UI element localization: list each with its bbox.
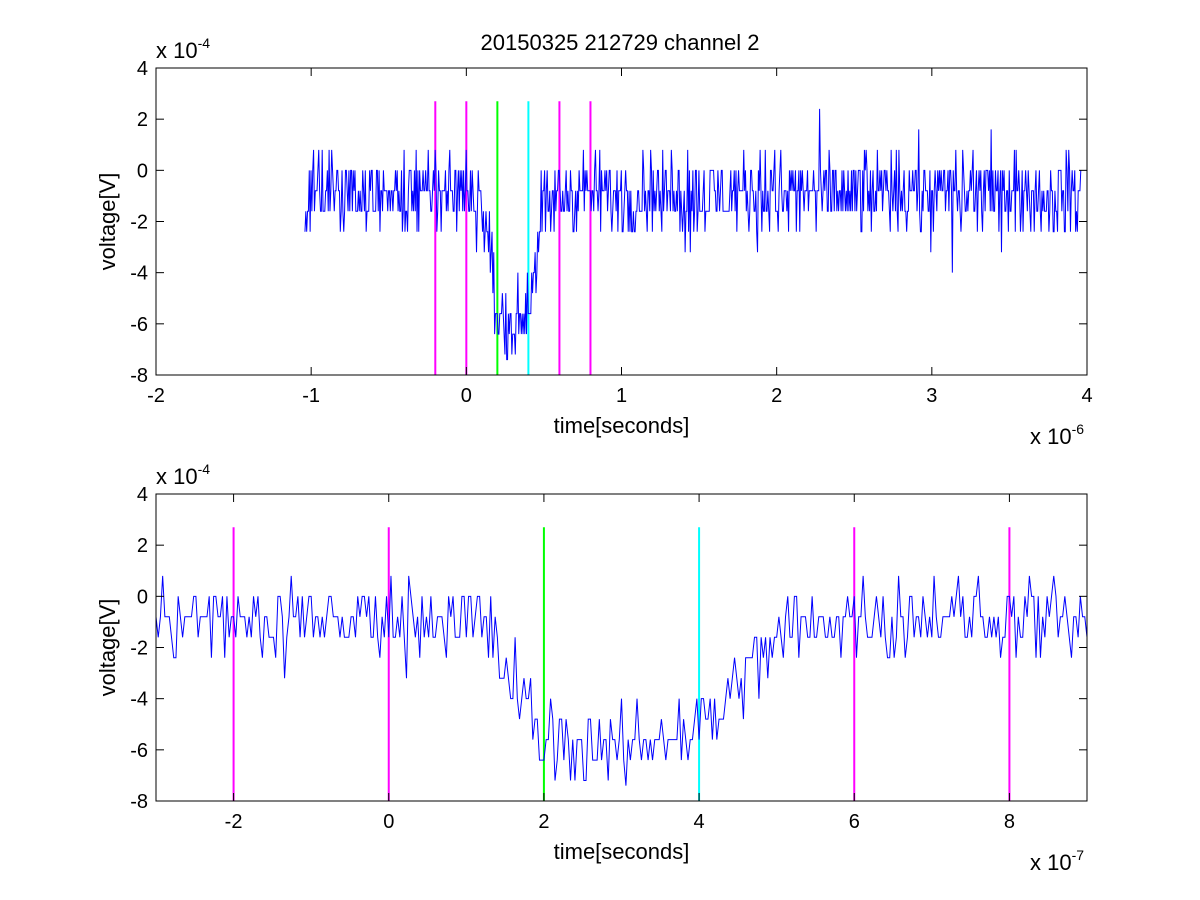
top-x-tick-label: 3 <box>926 385 937 407</box>
bottom-x-tick-label: 8 <box>1004 811 1015 833</box>
top-x-multiplier-exponent: -6 <box>1072 421 1085 437</box>
bottom-x-tick-label: 6 <box>849 811 860 833</box>
bottom-x-multiplier-exponent: -7 <box>1072 847 1085 863</box>
bottom-y-multiplier-base: x 10 <box>156 464 198 489</box>
bottom-y-tick-label: 0 <box>137 586 148 608</box>
top-signal-series <box>304 108 1082 361</box>
top-marker-lines <box>434 101 592 375</box>
bottom-y-tick-label: -4 <box>130 689 148 711</box>
bottom-subplot: -2 0 2 4 6 8 -8 -6 -4 -2 0 2 4 time[seconds] voltag… <box>95 461 1088 875</box>
top-subplot: -2 -1 0 1 2 3 4 -8 -6 -4 -2 0 2 4 time[seconds] volt… <box>95 35 1093 449</box>
bottom-y-tick-label: -8 <box>130 791 148 813</box>
top-x-tick-label: 0 <box>461 385 472 407</box>
bottom-y-tick-label: -6 <box>130 740 148 762</box>
bottom-x-tick-label: 2 <box>538 811 549 833</box>
bottom-x-tick-label: 0 <box>383 811 394 833</box>
bottom-x-axis-label: time[seconds] <box>554 839 690 864</box>
bottom-y-tick-label: 4 <box>137 484 148 506</box>
top-y-multiplier: x 10-4 <box>156 35 210 63</box>
bottom-y-multiplier-exponent: -4 <box>198 461 211 477</box>
bottom-y-axis-label: voltage[V] <box>95 599 120 697</box>
top-x-tick-label: 1 <box>616 385 627 407</box>
bottom-y-tick-label: 2 <box>137 535 148 557</box>
top-x-tick-label: 2 <box>771 385 782 407</box>
bottom-x-multiplier: x 10-7 <box>1030 847 1084 875</box>
bottom-x-tick-label: 4 <box>694 811 705 833</box>
bottom-signal-series <box>155 575 1088 786</box>
top-y-tick-label: -4 <box>130 263 148 285</box>
top-y-tick-label: -2 <box>130 212 148 234</box>
top-y-tick-label: 0 <box>137 160 148 182</box>
top-x-ticks: -2 -1 0 1 2 3 4 <box>147 68 1093 407</box>
top-signal-line-0 <box>304 108 1082 361</box>
top-y-ticks: -8 -6 -4 -2 0 2 4 <box>130 58 1087 387</box>
top-x-axis-label: time[seconds] <box>554 413 690 438</box>
bottom-y-tick-label: -2 <box>130 638 148 660</box>
figure-title: 20150325 212729 channel 2 <box>481 30 760 55</box>
bottom-x-tick-label: -2 <box>225 811 243 833</box>
top-x-tick-label: -2 <box>147 385 165 407</box>
top-y-multiplier-base: x 10 <box>156 38 198 63</box>
bottom-x-multiplier-base: x 10 <box>1030 850 1072 875</box>
top-x-multiplier: x 10-6 <box>1030 421 1084 449</box>
top-y-tick-label: 4 <box>137 58 148 80</box>
top-x-tick-label: 4 <box>1081 385 1092 407</box>
top-x-tick-label: -1 <box>302 385 320 407</box>
top-y-tick-label: -8 <box>130 365 148 387</box>
top-y-multiplier-exponent: -4 <box>198 35 211 51</box>
bottom-marker-lines <box>232 527 1011 801</box>
top-y-axis-label: voltage[V] <box>95 173 120 271</box>
bottom-y-multiplier: x 10-4 <box>156 461 210 489</box>
bottom-signal-line-0 <box>155 575 1088 786</box>
bottom-y-ticks: -8 -6 -4 -2 0 2 4 <box>130 484 1087 813</box>
top-y-tick-label: 2 <box>137 109 148 131</box>
top-x-multiplier-base: x 10 <box>1030 424 1072 449</box>
top-y-tick-label: -6 <box>130 314 148 336</box>
bottom-x-ticks: -2 0 2 4 6 8 <box>225 494 1015 833</box>
